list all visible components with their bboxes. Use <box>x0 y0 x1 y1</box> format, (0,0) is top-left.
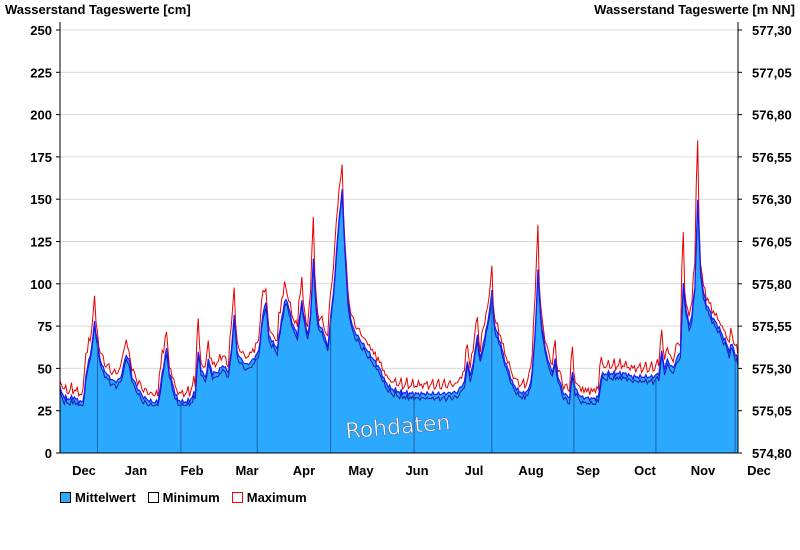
x-tick-label: Apr <box>293 463 315 478</box>
x-tick-label: Aug <box>518 463 543 478</box>
y-tick-label-right: 576,55 <box>752 150 792 165</box>
y-axis-right: 574,80 575,05 575,30 575,55 575,80 576,05 576,… <box>738 23 792 461</box>
y-axis-title-right: Wasserstand Tageswerte [m NN] <box>594 2 795 17</box>
y-tick-label-left: 225 <box>30 65 52 80</box>
legend-item-mean: Mittelwert <box>60 490 136 505</box>
legend: Mittelwert Minimum Maximum <box>60 490 307 505</box>
y-tick-label-right: 576,80 <box>752 108 792 123</box>
x-axis: Dec Jan Feb Mar Apr May Jun Jul Aug Sep Oct Nov Dec <box>72 463 771 478</box>
y-tick-label-right: 574,80 <box>752 446 792 461</box>
legend-swatch-mean <box>60 492 71 503</box>
x-tick-label: Feb <box>180 463 203 478</box>
legend-swatch-max <box>231 492 243 503</box>
y-tick-label-right: 575,30 <box>752 361 792 376</box>
y-tick-label-left: 250 <box>30 23 52 38</box>
x-tick-label: Jun <box>405 463 428 478</box>
legend-label-max: Maximum <box>246 490 307 505</box>
y-tick-label-right: 575,05 <box>752 404 792 419</box>
x-tick-label: Mar <box>235 463 258 478</box>
y-tick-label-right: 577,05 <box>752 65 792 80</box>
watermark-text: Rohdaten <box>344 410 451 444</box>
legend-item-max: Maximum <box>231 490 307 505</box>
legend-swatch-min <box>147 492 159 503</box>
mean-area <box>60 189 738 453</box>
max-line <box>59 140 739 399</box>
y-tick-label-left: 75 <box>38 319 52 334</box>
y-tick-label-left: 150 <box>30 192 52 207</box>
y-tick-label-right: 576,05 <box>752 235 792 250</box>
series-area <box>59 140 739 453</box>
x-tick-label: Nov <box>691 463 716 478</box>
x-tick-label: Dec <box>747 463 771 478</box>
min-line <box>59 195 739 407</box>
y-tick-label-right: 575,80 <box>752 277 792 292</box>
month-separators <box>96 292 736 453</box>
y-tick-label-left: 175 <box>30 150 52 165</box>
y-tick-label-left: 50 <box>38 361 52 376</box>
y-axis-title-left: Wasserstand Tageswerte [cm] <box>5 2 191 17</box>
x-tick-label: Oct <box>634 463 656 478</box>
y-tick-label-right: 577,30 <box>752 23 792 38</box>
y-tick-label-left: 125 <box>30 235 52 250</box>
y-tick-label-right: 575,55 <box>752 319 792 334</box>
legend-item-min: Minimum <box>147 490 220 505</box>
x-tick-label: Jan <box>125 463 147 478</box>
y-axis-left: 0 25 50 75 100 125 150 175 200 225 250 <box>30 23 60 461</box>
legend-label-mean: Mittelwert <box>75 490 136 505</box>
y-tick-label-left: 0 <box>45 446 52 461</box>
x-tick-label: May <box>348 463 374 478</box>
y-tick-label-right: 576,30 <box>752 192 792 207</box>
x-tick-label: Jul <box>465 463 484 478</box>
x-tick-label: Dec <box>72 463 96 478</box>
y-tick-label-left: 25 <box>38 404 52 419</box>
y-tick-label-left: 200 <box>30 108 52 123</box>
legend-label-min: Minimum <box>162 490 220 505</box>
y-tick-label-left: 100 <box>30 277 52 292</box>
plot-frame <box>59 22 739 454</box>
x-tick-label: Sep <box>576 463 600 478</box>
mean-line <box>59 189 739 406</box>
